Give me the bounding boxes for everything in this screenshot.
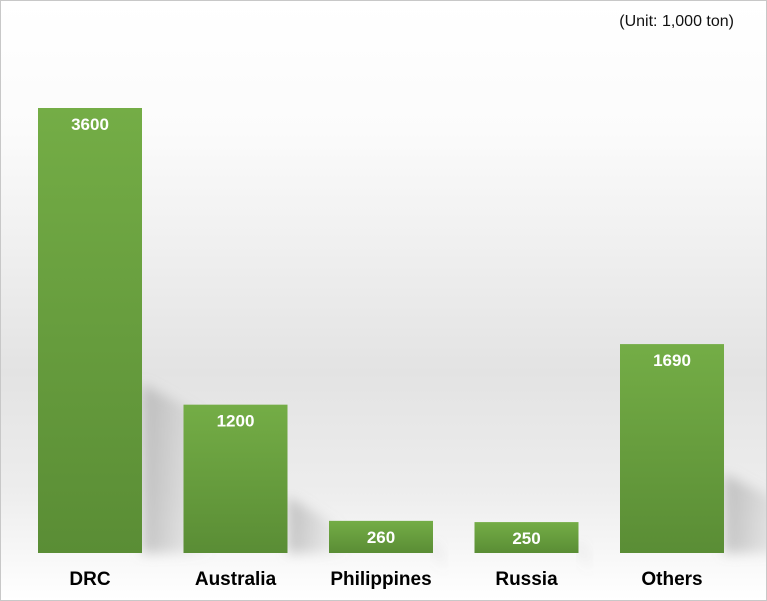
bar-australia (183, 404, 288, 553)
category-label-philippines: Philippines (330, 569, 431, 590)
value-label-russia: 250 (512, 529, 540, 548)
bar-shadow-philippines (433, 540, 446, 571)
value-label-australia: 1200 (217, 412, 255, 431)
bar-russia (474, 522, 579, 553)
bar-philippines (329, 520, 433, 553)
bar-shadow-others (724, 473, 766, 553)
category-label-russia: Russia (495, 569, 558, 590)
bar-drc (38, 108, 142, 553)
bar-shadow-russia (578, 541, 591, 572)
category-label-australia: Australia (195, 569, 277, 590)
bars-group (38, 108, 724, 553)
unit-label: (Unit: 1,000 ton) (619, 13, 734, 30)
value-labels-group: 3600 1200 260 250 1690 (71, 115, 691, 548)
value-label-drc: 3600 (71, 115, 109, 134)
category-labels-group: DRC Australia Philippines Russia Others (69, 569, 702, 590)
category-label-drc: DRC (69, 569, 110, 590)
value-label-philippines: 260 (367, 528, 395, 547)
value-label-others: 1690 (653, 351, 691, 370)
bar-others (620, 344, 724, 553)
category-label-others: Others (641, 569, 702, 590)
